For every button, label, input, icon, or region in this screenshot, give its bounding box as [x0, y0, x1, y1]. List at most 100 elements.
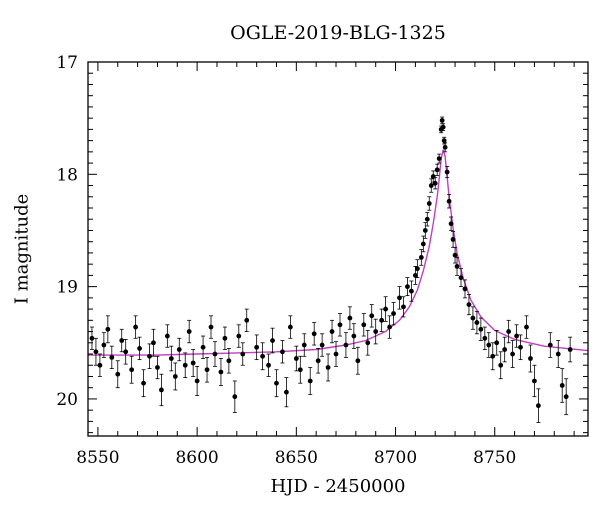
data-point: [387, 315, 392, 339]
data-marker: [123, 349, 129, 355]
data-marker: [559, 383, 565, 388]
data-marker: [436, 156, 442, 161]
data-marker: [329, 329, 335, 334]
data-marker: [182, 362, 188, 368]
data-marker: [440, 124, 446, 130]
data-marker: [244, 317, 250, 323]
data-point: [119, 328, 125, 353]
data-marker: [391, 311, 396, 316]
model-curve: [88, 149, 589, 356]
data-point: [182, 352, 188, 378]
data-point: [129, 355, 135, 384]
data-point: [232, 380, 238, 413]
data-point: [260, 342, 266, 371]
data-point: [434, 163, 440, 176]
data-marker: [470, 315, 476, 321]
y-tick-label: 18: [56, 165, 78, 185]
data-point: [194, 365, 200, 396]
data-point: [422, 222, 428, 239]
data-point: [315, 347, 321, 374]
data-point: [454, 257, 460, 276]
data-marker: [97, 362, 103, 368]
data-point: [510, 340, 516, 368]
data-point: [325, 353, 331, 382]
data-marker: [442, 144, 448, 150]
data-point: [301, 333, 307, 357]
data-point: [490, 342, 496, 371]
data-marker: [93, 349, 99, 355]
data-marker: [409, 288, 414, 294]
data-point: [450, 231, 456, 248]
data-point: [474, 310, 480, 335]
data-marker: [355, 358, 361, 364]
data-marker: [434, 167, 440, 173]
data-marker: [494, 340, 500, 346]
data-marker: [119, 338, 125, 343]
data-marker: [474, 320, 480, 325]
data-point: [172, 362, 178, 391]
data-point: [101, 332, 107, 358]
data-marker: [284, 389, 289, 395]
data-point: [458, 268, 464, 288]
data-point: [293, 345, 299, 372]
data-marker: [151, 340, 156, 346]
data-marker: [194, 378, 200, 384]
data-marker: [333, 351, 339, 357]
data-marker: [401, 304, 406, 310]
data-marker: [164, 333, 170, 339]
data-point: [97, 353, 103, 377]
data-marker: [518, 344, 523, 350]
data-marker: [448, 221, 454, 227]
data-marker: [439, 118, 445, 123]
data-marker: [159, 387, 164, 393]
data-point: [164, 324, 170, 348]
data-marker: [260, 353, 266, 359]
data-point: [432, 177, 438, 190]
data-point: [343, 332, 349, 358]
data-marker: [524, 324, 529, 330]
data-marker: [502, 347, 508, 352]
data-point: [244, 308, 250, 332]
data-point: [115, 360, 121, 389]
data-marker: [337, 322, 343, 328]
data-point: [439, 116, 445, 125]
data-marker: [347, 315, 353, 321]
data-point: [329, 319, 335, 344]
y-tick-label: 20: [56, 390, 78, 410]
data-marker: [147, 353, 152, 359]
data-marker: [266, 362, 271, 368]
data-marker: [141, 380, 146, 386]
data-marker: [458, 275, 464, 281]
data-marker: [293, 356, 299, 361]
data-marker: [190, 360, 196, 366]
data-marker: [297, 367, 303, 373]
data-marker: [343, 342, 349, 348]
x-tick-label: 8650: [275, 448, 318, 468]
data-marker: [186, 329, 192, 334]
data-marker: [315, 358, 321, 364]
data-marker: [528, 356, 533, 361]
x-tick-label: 8550: [76, 448, 119, 468]
data-marker: [446, 198, 452, 204]
data-marker: [325, 365, 331, 370]
data-marker: [369, 313, 375, 319]
data-marker: [133, 324, 139, 330]
data-marker: [115, 371, 121, 377]
data-point: [547, 332, 553, 358]
x-axis-label: HJD - 2450000: [270, 476, 406, 497]
data-marker: [137, 345, 142, 351]
data-marker: [506, 329, 512, 334]
data-marker: [567, 347, 573, 352]
data-point: [502, 336, 508, 363]
data-point: [397, 286, 402, 310]
data-marker: [218, 369, 224, 375]
data-point: [383, 296, 389, 322]
y-tick-label: 19: [56, 278, 78, 298]
x-tick-label: 8600: [175, 448, 218, 468]
data-point: [226, 347, 232, 374]
data-point: [274, 369, 279, 398]
data-point: [89, 326, 95, 350]
data-point: [204, 356, 210, 383]
data-point: [373, 318, 379, 345]
